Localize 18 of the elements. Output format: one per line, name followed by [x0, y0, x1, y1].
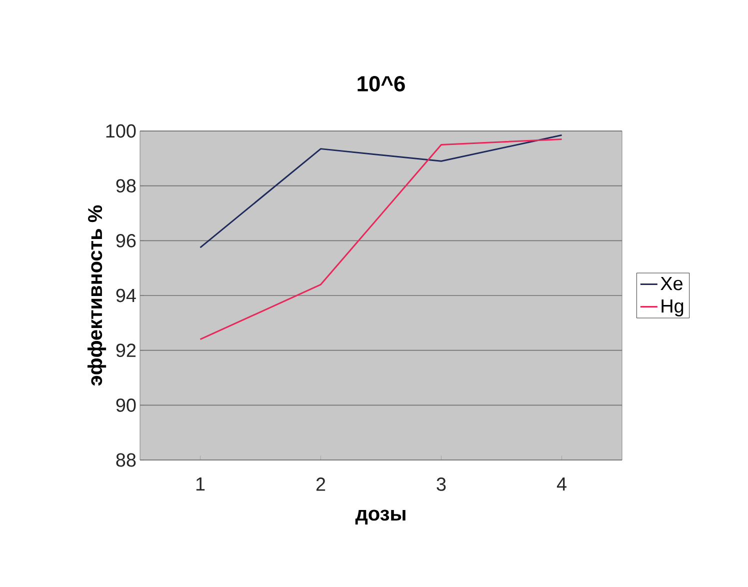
x-tick-label: 4: [556, 478, 566, 491]
x-tick-label: 3: [436, 478, 446, 491]
line-series: [200, 134, 563, 248]
y-tick-label: 100: [106, 124, 136, 138]
legend-label: Xe: [660, 276, 682, 290]
y-tick-label: 96: [116, 234, 136, 248]
x-tick-label: 1: [196, 478, 205, 491]
chart-title: 10^6: [358, 76, 405, 92]
y-tick-label: 92: [116, 344, 136, 358]
y-axis-title: эффективность %: [87, 205, 106, 386]
x-tick-label: 2: [316, 478, 326, 491]
y-tick-label: 88: [116, 453, 136, 467]
y-tick-label: 98: [116, 179, 136, 193]
x-axis-title: дозы: [355, 510, 406, 524]
y-tick-label: 94: [116, 288, 136, 302]
line-series: [200, 138, 563, 340]
legend-label: Hg: [662, 300, 684, 316]
y-tick-label: 90: [116, 398, 136, 412]
